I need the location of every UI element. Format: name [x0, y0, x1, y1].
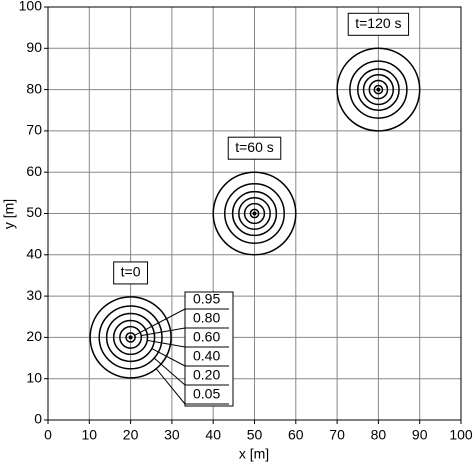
x-tick-label: 80	[371, 427, 387, 443]
contour-ring	[357, 68, 400, 111]
x-tick-label: 60	[288, 427, 304, 443]
y-tick-label: 20	[26, 328, 42, 344]
level-label: 0.60	[193, 329, 220, 345]
y-tick-label: 70	[26, 122, 42, 138]
contour-ring	[125, 332, 136, 343]
center-point	[376, 87, 381, 92]
level-label: 0.40	[193, 348, 220, 364]
contour-ring	[98, 305, 163, 370]
x-tick-label: 90	[412, 427, 428, 443]
contour-ring	[89, 296, 172, 379]
time-label: t=0	[121, 264, 141, 280]
contour-ring	[212, 171, 297, 256]
contour-ring	[112, 319, 149, 356]
level-label: 0.80	[193, 310, 220, 326]
plot-frame	[47, 6, 462, 421]
x-tick-label: 70	[329, 427, 345, 443]
level-leader	[147, 339, 186, 348]
contour-ring	[224, 183, 285, 244]
time-label-box	[347, 12, 410, 36]
x-tick-label: 20	[123, 427, 139, 443]
level-label: 0.95	[193, 291, 220, 307]
x-axis-label: x [m]	[239, 446, 269, 462]
center-point	[128, 335, 133, 340]
contour-ring	[105, 312, 156, 363]
x-tick-label: 100	[449, 427, 473, 443]
y-tick-label: 40	[26, 246, 42, 262]
level-leader	[153, 357, 186, 386]
contour-ring	[243, 202, 266, 225]
contour-ring	[368, 79, 389, 100]
y-tick-label: 30	[26, 287, 42, 303]
contour-ring	[249, 208, 260, 219]
level-label: 0.20	[193, 367, 220, 383]
x-tick-label: 10	[82, 427, 98, 443]
level-leader	[155, 368, 186, 405]
contour-ring	[336, 47, 421, 132]
y-tick-label: 80	[26, 80, 42, 96]
level-leader	[134, 308, 186, 336]
x-tick-label: 30	[164, 427, 180, 443]
time-label: t=120 s	[355, 15, 401, 31]
level-label: 0.05	[193, 386, 220, 402]
level-legend-box	[184, 291, 234, 407]
y-tick-label: 100	[19, 0, 43, 14]
time-label-box	[113, 261, 149, 285]
contour-ring	[238, 197, 271, 230]
time-label-box	[227, 136, 282, 160]
y-tick-label: 50	[26, 204, 42, 220]
contour-ring	[373, 84, 384, 95]
contour-ring	[362, 73, 395, 106]
contour-ring	[119, 325, 143, 349]
x-tick-label: 0	[44, 427, 52, 443]
contour-ring	[349, 60, 408, 119]
y-tick-label: 0	[34, 411, 42, 427]
x-tick-label: 50	[247, 427, 263, 443]
contour-ring	[231, 190, 278, 237]
center-point	[252, 211, 257, 216]
time-label: t=60 s	[235, 139, 274, 155]
x-tick-label: 40	[205, 427, 221, 443]
y-axis-label: y [m]	[1, 199, 17, 229]
y-tick-label: 60	[26, 163, 42, 179]
y-tick-label: 90	[26, 39, 42, 55]
level-leader	[141, 327, 186, 337]
level-leader	[151, 348, 186, 367]
y-tick-label: 10	[26, 369, 42, 385]
